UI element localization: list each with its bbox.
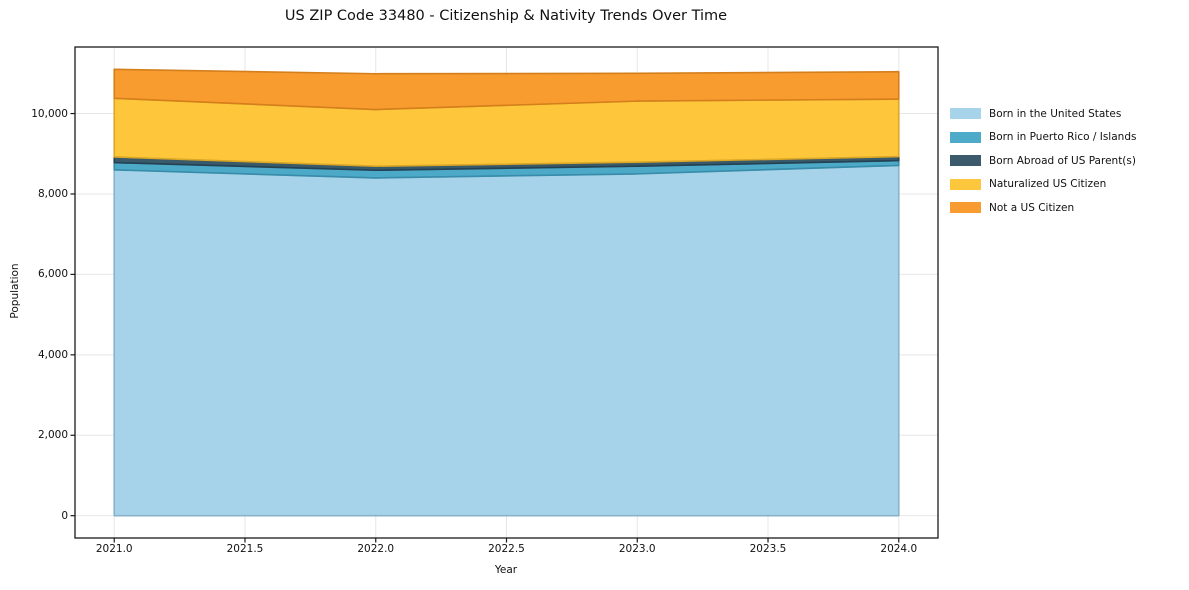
x-tick-label: 2024.0 (880, 543, 918, 555)
x-tick-label: 2022.0 (357, 543, 395, 555)
legend-label: Born in Puerto Rico / Islands (989, 131, 1137, 144)
legend-swatch-icon (950, 178, 981, 190)
x-tick-label: 2021.5 (226, 543, 264, 555)
x-tick-label: 2023.5 (749, 543, 787, 555)
x-tick-label: 2023.0 (618, 543, 656, 555)
x-tick-label: 2022.5 (488, 543, 525, 555)
y-tick-label: 6,000 (37, 268, 68, 281)
legend-item: Not a US Citizen (950, 196, 1136, 220)
legend-swatch-icon (950, 131, 981, 143)
legend-swatch-icon (950, 202, 981, 214)
y-tick-label: 2,000 (37, 429, 68, 442)
legend: Born in the United States Born in Puerto… (950, 102, 1136, 220)
legend-item: Born Abroad of US Parent(s) (950, 149, 1136, 173)
legend-item: Naturalized US Citizen (950, 173, 1136, 197)
x-axis-title: Year (494, 564, 518, 576)
legend-swatch-icon (950, 155, 981, 167)
y-tick-label: 0 (61, 509, 68, 522)
legend-label: Naturalized US Citizen (989, 178, 1107, 191)
legend-label: Born Abroad of US Parent(s) (989, 154, 1136, 167)
y-tick-label: 8,000 (37, 187, 68, 200)
legend-item: Born in the United States (950, 102, 1136, 126)
legend-label: Not a US Citizen (989, 201, 1075, 214)
y-axis-title: Population (9, 263, 21, 319)
legend-label: Born in the United States (989, 107, 1122, 120)
y-tick-label: 10,000 (31, 107, 68, 120)
x-tick-label: 2021.0 (95, 543, 133, 555)
legend-item: Born in Puerto Rico / Islands (950, 126, 1136, 150)
chart-title: US ZIP Code 33480 - Citizenship & Nativi… (284, 8, 728, 24)
legend-swatch-icon (950, 108, 981, 120)
y-tick-label: 4,000 (37, 348, 68, 361)
